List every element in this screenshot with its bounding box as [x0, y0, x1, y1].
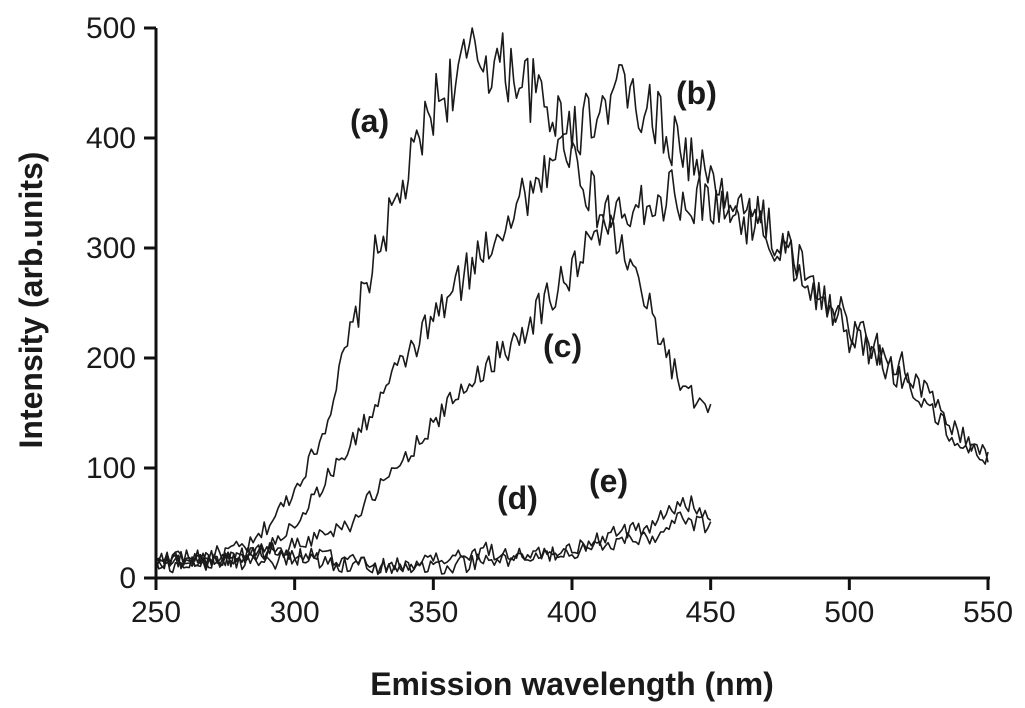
- series-label-d: (d): [497, 480, 538, 516]
- x-tick-label: 250: [131, 596, 181, 629]
- x-tick-label: 400: [547, 596, 597, 629]
- y-tick-label: 0: [119, 562, 136, 595]
- axes-layer: [154, 28, 990, 580]
- x-tick-label: 500: [824, 596, 874, 629]
- x-tick-label: 550: [963, 596, 1013, 629]
- x-tick-label: 350: [408, 596, 458, 629]
- x-tick-label: 450: [686, 596, 736, 629]
- series-line-c: [155, 169, 989, 567]
- ticks-layer: 250 300 350 400 450 500 550 0 100 200 300 400 500: [86, 12, 1013, 629]
- y-tick-label: 400: [86, 122, 136, 155]
- y-tick-label: 300: [86, 232, 136, 265]
- series-line-b: [155, 64, 989, 571]
- y-axis-title: Intensity (arb.units): [13, 152, 49, 449]
- x-axis-title: Emission wavelength (nm): [370, 666, 774, 702]
- series-label-c: (c): [543, 328, 582, 364]
- x-tick-label: 300: [270, 596, 320, 629]
- series-label-e: (e): [589, 463, 628, 499]
- y-tick-label: 200: [86, 342, 136, 375]
- series-line-e: [155, 495, 712, 576]
- series-layer: [155, 27, 989, 576]
- y-tick-label: 100: [86, 452, 136, 485]
- series-label-b: (b): [676, 75, 717, 111]
- series-line-a: [155, 27, 712, 570]
- series-labels: (a) (b) (c) (d) (e): [350, 75, 717, 516]
- series-label-a: (a): [350, 103, 389, 139]
- y-tick-label: 500: [86, 12, 136, 45]
